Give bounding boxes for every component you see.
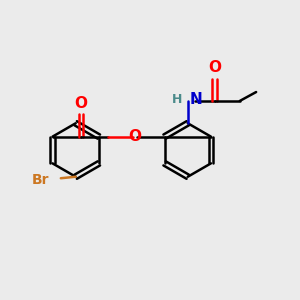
Text: O: O	[74, 96, 87, 111]
Text: H: H	[172, 93, 182, 106]
Text: O: O	[128, 129, 141, 144]
Text: Br: Br	[32, 173, 49, 187]
Text: N: N	[189, 92, 202, 107]
Text: O: O	[208, 60, 221, 75]
